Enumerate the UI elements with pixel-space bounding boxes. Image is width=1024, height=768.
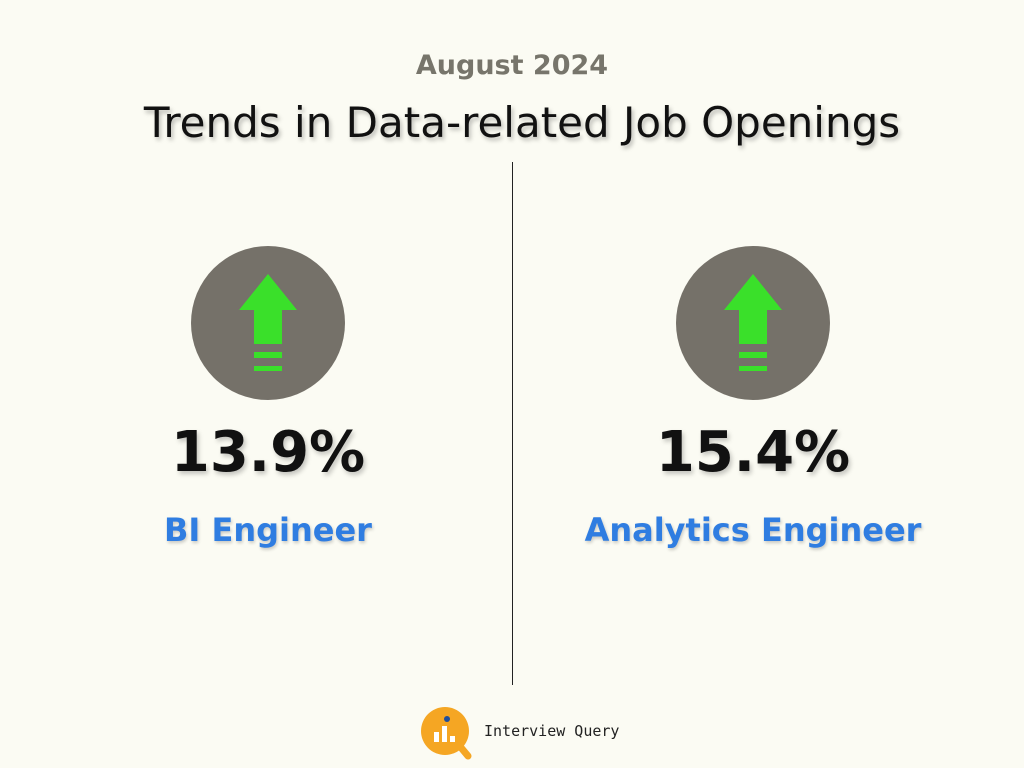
- stat-value: 15.4%: [655, 420, 851, 485]
- stat-card: 15.4% Analytics Engineer: [513, 246, 993, 549]
- divider: [512, 162, 513, 685]
- up-icon: [191, 246, 345, 400]
- brand-name: Interview Query: [484, 722, 620, 740]
- title: Trends in Data-related Job Openings: [143, 98, 901, 147]
- stat-card: 13.9% BI Engineer: [28, 246, 508, 549]
- subtitle: August 2024: [415, 50, 609, 81]
- stat-value: 13.9%: [170, 420, 366, 485]
- stat-label: Analytics Engineer: [584, 511, 922, 549]
- stat-label: BI Engineer: [164, 511, 372, 549]
- up-icon: [676, 246, 830, 400]
- logo: [421, 707, 472, 760]
